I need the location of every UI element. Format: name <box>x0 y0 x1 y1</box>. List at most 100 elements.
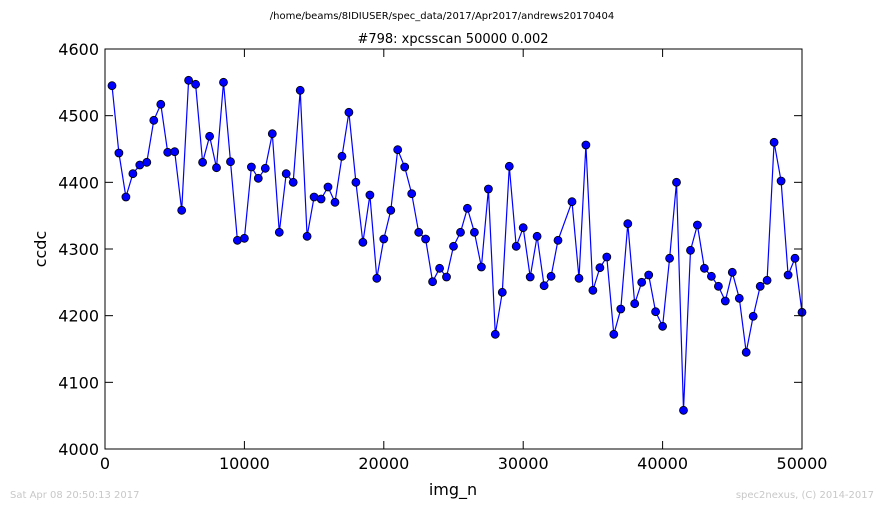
data-point <box>511 241 521 251</box>
data-point <box>504 161 514 171</box>
data-point <box>128 169 138 179</box>
data-point <box>121 192 131 202</box>
x-tick-label: 10000 <box>219 454 270 473</box>
data-point <box>226 157 235 167</box>
data-point <box>184 75 194 85</box>
data-point <box>637 277 647 287</box>
data-point <box>156 99 166 109</box>
data-point <box>372 273 382 283</box>
x-tick-label: 0 <box>100 454 110 473</box>
data-point <box>623 219 633 229</box>
data-point <box>421 234 431 244</box>
data-point <box>734 293 744 303</box>
data-point <box>714 281 723 291</box>
data-point <box>497 287 507 297</box>
data-point <box>602 252 612 262</box>
data-point <box>693 220 702 230</box>
data-point <box>658 321 667 331</box>
data-point <box>414 227 424 237</box>
x-tick-label: 40000 <box>637 454 688 473</box>
data-point <box>323 182 333 192</box>
data-point <box>574 273 584 283</box>
footer-credit: spec2nexus, (C) 2014-2017 <box>735 490 874 501</box>
data-point <box>295 85 305 95</box>
y-tick-label: 4600 <box>58 40 99 59</box>
plot-layer <box>107 75 807 415</box>
chart-suptitle: /home/beams/8IDIUSER/spec_data/2017/Apr2… <box>270 11 614 22</box>
data-point <box>581 140 591 150</box>
data-point <box>302 231 312 241</box>
data-point <box>274 227 284 237</box>
data-point <box>755 281 765 291</box>
data-point <box>762 275 772 285</box>
data-point <box>288 177 298 187</box>
data-point <box>644 270 654 280</box>
data-point <box>365 190 375 200</box>
data-point <box>456 227 465 237</box>
data-point <box>490 329 500 339</box>
y-axis-label: ccdc <box>31 231 50 268</box>
x-tick-label: 50000 <box>777 454 828 473</box>
data-point <box>142 157 152 167</box>
data-point <box>407 189 417 199</box>
data-point <box>616 304 626 314</box>
data-point <box>609 329 619 339</box>
data-point <box>769 137 779 147</box>
data-point <box>748 311 758 321</box>
data-point <box>525 272 535 282</box>
data-point <box>518 223 528 233</box>
y-tick-label: 4100 <box>58 373 99 392</box>
data-point <box>567 197 577 207</box>
data-point <box>442 272 451 282</box>
data-point <box>532 231 542 241</box>
data-point <box>665 253 674 263</box>
data-point <box>393 145 403 155</box>
data-point <box>783 270 793 280</box>
data-point <box>379 234 389 244</box>
y-tick-label: 4500 <box>58 107 99 126</box>
data-point <box>707 271 716 281</box>
chart-title: #798: xpcsscan 50000 0.002 <box>357 32 548 47</box>
footer-timestamp: Sat Apr 08 20:50:13 2017 <box>10 490 140 501</box>
data-point <box>330 197 340 207</box>
data-point <box>114 148 124 158</box>
data-point <box>483 184 493 194</box>
data-point <box>435 263 445 273</box>
data-point <box>386 205 396 215</box>
y-axis: 4000 4100 4200 4300 4400 4500 4600 <box>58 40 802 459</box>
data-point <box>260 163 270 173</box>
data-point <box>400 162 410 172</box>
data-point <box>191 79 201 89</box>
data-point <box>720 296 730 306</box>
data-point <box>539 281 549 291</box>
data-point <box>239 233 249 243</box>
data-point <box>212 163 221 173</box>
data-point <box>344 107 354 117</box>
data-point <box>219 77 228 87</box>
x-axis: 0 10000 20000 30000 40000 50000 <box>100 49 828 473</box>
data-point <box>741 347 751 357</box>
data-point <box>553 235 563 245</box>
data-point <box>177 205 187 215</box>
data-point <box>546 271 556 281</box>
data-point <box>651 307 660 317</box>
data-point <box>776 176 786 186</box>
y-tick-label: 4300 <box>58 240 99 259</box>
data-point <box>672 177 681 187</box>
data-point <box>205 131 215 141</box>
data-point <box>469 227 479 237</box>
data-point <box>316 194 326 204</box>
y-tick-label: 4400 <box>58 173 99 192</box>
y-tick-label: 4200 <box>58 307 99 326</box>
data-point <box>476 262 486 272</box>
data-point <box>253 173 263 183</box>
data-point <box>107 81 117 91</box>
data-point <box>727 267 737 277</box>
data-point <box>198 157 208 167</box>
x-tick-label: 30000 <box>498 454 549 473</box>
data-point <box>351 177 361 187</box>
y-tick-label: 4000 <box>58 440 99 459</box>
data-point <box>149 115 159 125</box>
data-point <box>428 277 438 287</box>
